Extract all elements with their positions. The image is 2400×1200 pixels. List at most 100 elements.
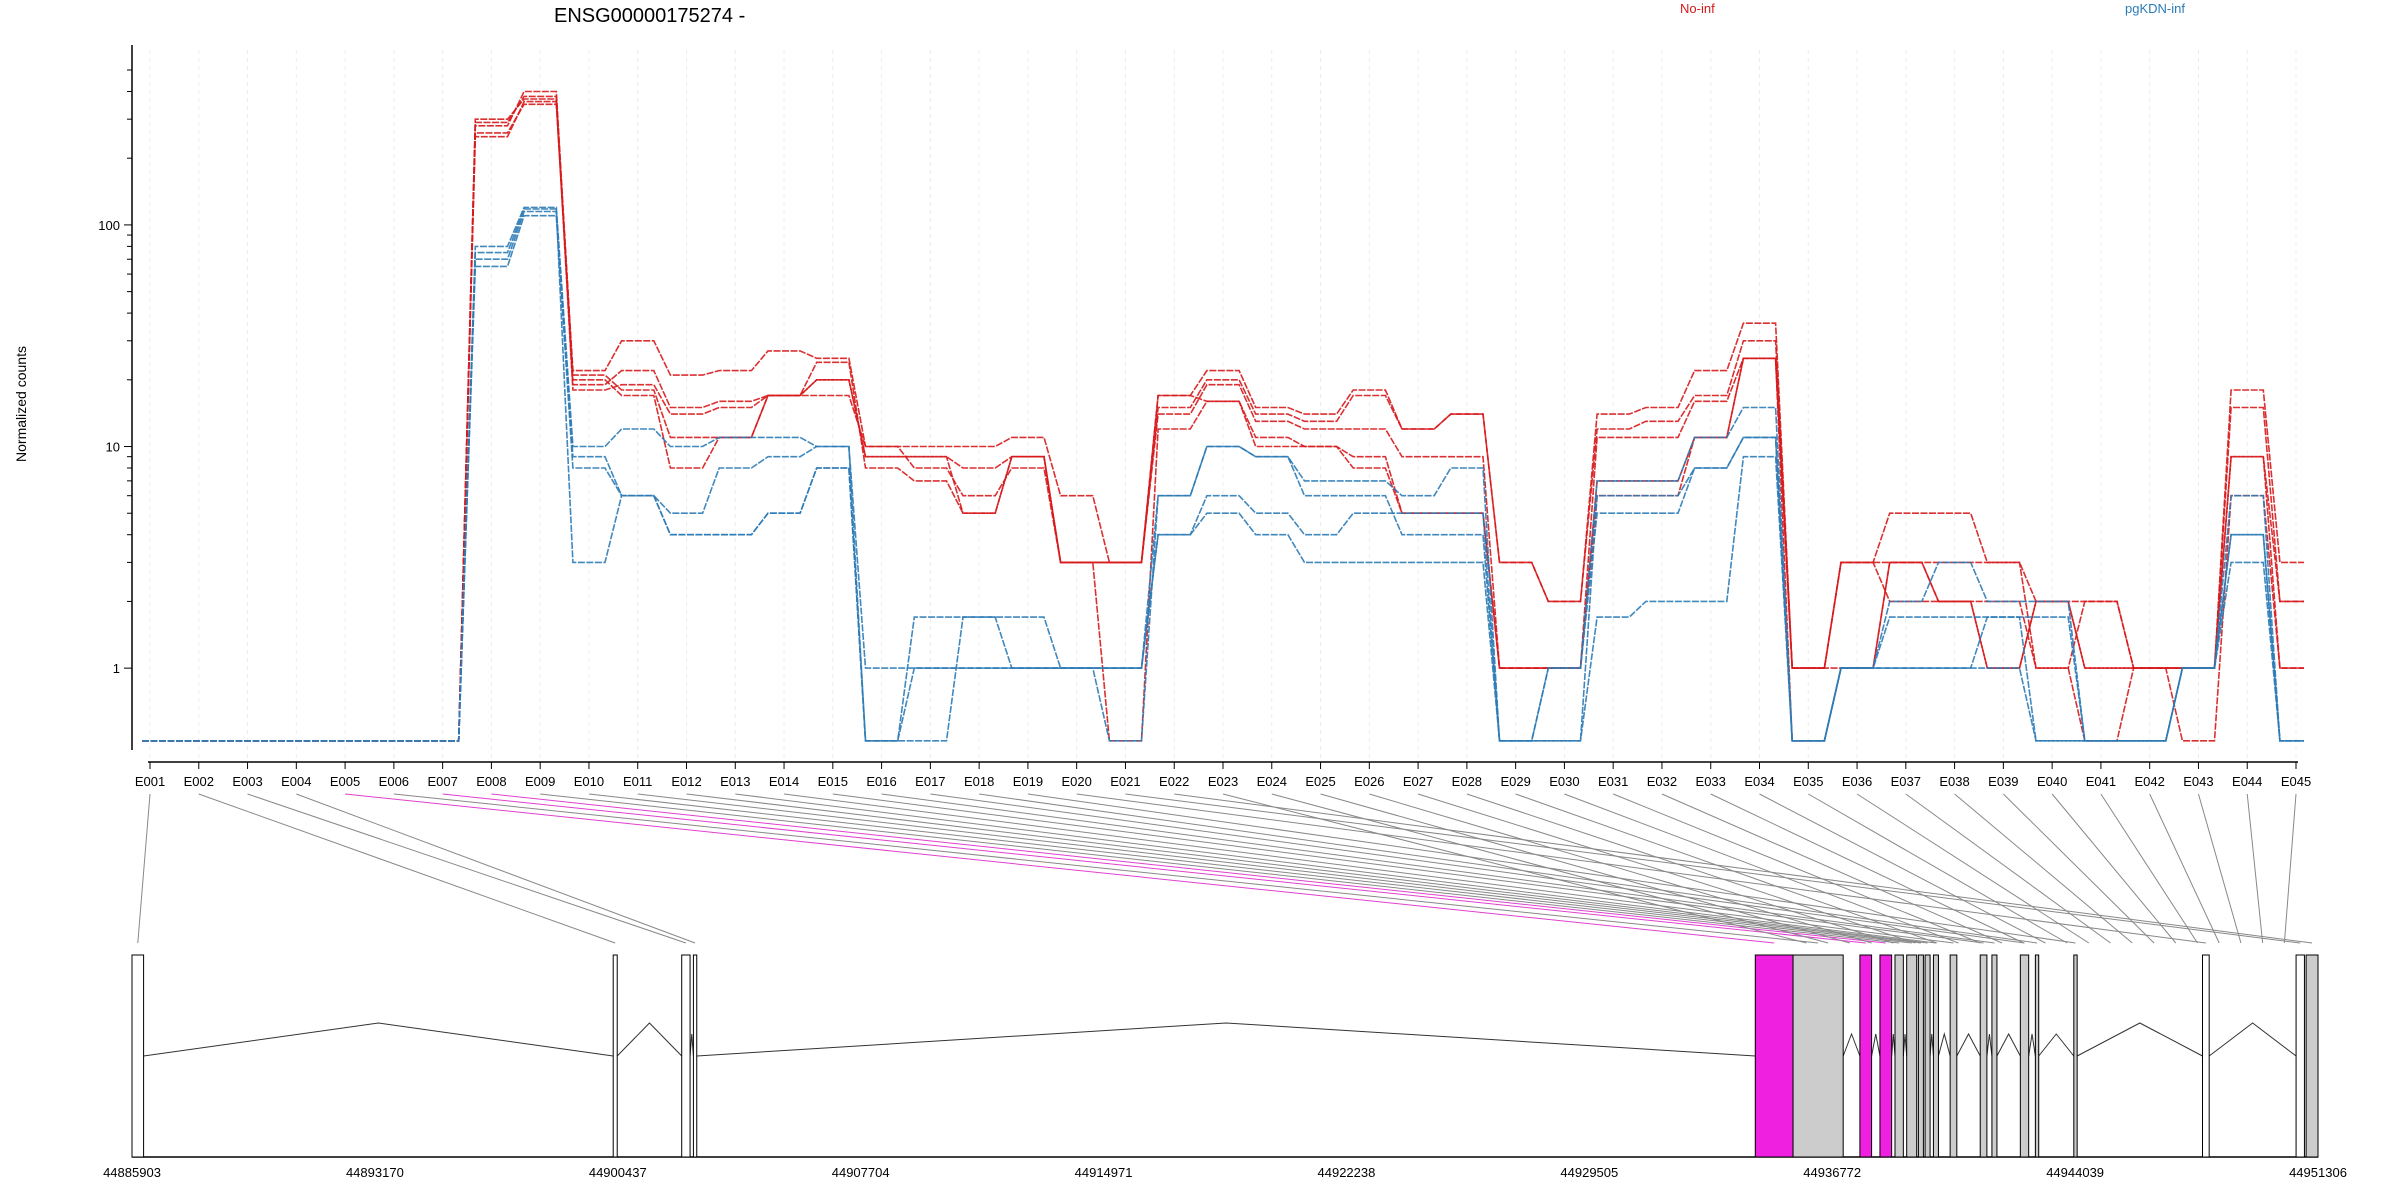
exon-box (1979, 954, 1988, 1158)
series-line-8 (142, 214, 2304, 742)
exon-box (1906, 954, 1918, 1158)
exon-connector (637, 793, 1921, 944)
intron (1956, 1032, 1981, 1057)
exon-box (1859, 954, 1873, 1158)
intron (1996, 1032, 2021, 1057)
intron (2076, 1022, 2203, 1057)
genomic-coordinate-label: 44900437 (589, 1165, 647, 1180)
x-tick-label-e017: E017 (915, 774, 945, 789)
exon-connector (588, 793, 1912, 944)
exon-connector (1515, 793, 1937, 944)
gene-model: 44885903 44893170 44900437 44907704 44914971… (103, 954, 2347, 1180)
exon-connector (1271, 793, 1829, 944)
exon-connector (491, 793, 1886, 944)
x-tick-label-e038: E038 (1939, 774, 1969, 789)
exon-connector (1856, 793, 2090, 944)
x-tick-label-e007: E007 (427, 774, 457, 789)
exon-connector (979, 793, 2038, 944)
exon-box (1894, 954, 1904, 1158)
exon-connector (1564, 793, 1959, 944)
series-lines (142, 90, 2304, 742)
exon-connector (198, 793, 616, 944)
exon-connector (2246, 793, 2264, 944)
y-tick-label: 1 (113, 661, 120, 676)
genomic-coordinate-label: 44944039 (2046, 1165, 2104, 1180)
x-tick-label-e032: E032 (1647, 774, 1677, 789)
exon-box (1932, 954, 1939, 1158)
genomic-coordinate-label: 44907704 (832, 1165, 890, 1180)
exon-connector (345, 793, 1775, 944)
exon-connector (2003, 793, 2155, 944)
exon-connector (296, 793, 696, 944)
exon-connector (1369, 793, 1872, 944)
x-tick-label-e015: E015 (818, 774, 848, 789)
x-tick-label-e041: E041 (2086, 774, 2116, 789)
exon-box (2305, 954, 2319, 1158)
x-tick-label-e001: E001 (135, 774, 165, 789)
axes: 1 10 100 E001 E002 E003 E004 E005 E006 E007 E008 E0… (98, 45, 2311, 789)
intron (2038, 1033, 2075, 1057)
intron (1871, 1033, 1881, 1057)
intron (1929, 1033, 1934, 1057)
x-tick-label-e026: E026 (1354, 774, 1384, 789)
exon-connector (735, 793, 1936, 944)
exon-box (1754, 954, 1794, 1158)
y-tick-label: 10 (106, 440, 120, 455)
intron (616, 1022, 683, 1057)
intron (689, 1033, 694, 1057)
exon-connector (930, 793, 2025, 944)
exon-box (2201, 954, 2210, 1158)
exon-connector (1222, 793, 1807, 944)
exon-connector (1417, 793, 1894, 944)
series-line-5 (142, 100, 2304, 742)
series-line-7 (142, 210, 2304, 742)
exon-box (131, 954, 145, 1158)
x-tick-label-e014: E014 (769, 774, 799, 789)
genomic-coordinate-label: 44922238 (1318, 1165, 1376, 1180)
intron (1891, 1033, 1896, 1057)
x-tick-label-e020: E020 (1061, 774, 1091, 789)
x-tick-label-e012: E012 (671, 774, 701, 789)
x-tick-label-e009: E009 (525, 774, 555, 789)
x-tick-label-e010: E010 (574, 774, 604, 789)
exon-box (2019, 954, 2030, 1158)
exon-connector (2051, 793, 2177, 944)
intron (1902, 1033, 1908, 1057)
x-tick-label-e042: E042 (2134, 774, 2164, 789)
exon-connector (1759, 793, 2046, 944)
exon-connector (1466, 793, 1916, 944)
genomic-coordinate-label: 44914971 (1075, 1165, 1133, 1180)
series-line-9 (142, 208, 2304, 742)
x-tick-label-e035: E035 (1793, 774, 1823, 789)
exon-box (1991, 954, 1998, 1158)
x-tick-label-e024: E024 (1257, 774, 1287, 789)
x-tick-label-e027: E027 (1403, 774, 1433, 789)
x-tick-label-e043: E043 (2183, 774, 2213, 789)
exon-box (692, 954, 698, 1158)
exon-connector (783, 793, 1954, 944)
exon-box (1924, 954, 1931, 1158)
exon-connector (1612, 793, 1981, 944)
exon-connector (1076, 793, 2206, 944)
x-tick-label-e033: E033 (1696, 774, 1726, 789)
gridlines (149, 50, 2297, 762)
intron (696, 1022, 1756, 1057)
genomic-coordinate-label: 44936772 (1803, 1165, 1861, 1180)
x-tick-label-e002: E002 (184, 774, 214, 789)
intron (1986, 1033, 1993, 1057)
exon-connector (442, 793, 1866, 944)
exon-connector (1905, 793, 2111, 944)
x-tick-label-e022: E022 (1159, 774, 1189, 789)
exon-box (2034, 954, 2040, 1158)
intron (143, 1022, 614, 1057)
x-tick-label-e025: E025 (1305, 774, 1335, 789)
x-tick-label-e044: E044 (2232, 774, 2262, 789)
x-tick-label-e045: E045 (2281, 774, 2311, 789)
x-tick-label-e028: E028 (1452, 774, 1482, 789)
intron (1937, 1032, 1951, 1057)
x-tick-label-e029: E029 (1500, 774, 1530, 789)
exon-connector (1320, 793, 1851, 944)
series-line-1 (142, 103, 2304, 742)
exon-connector (247, 793, 687, 944)
